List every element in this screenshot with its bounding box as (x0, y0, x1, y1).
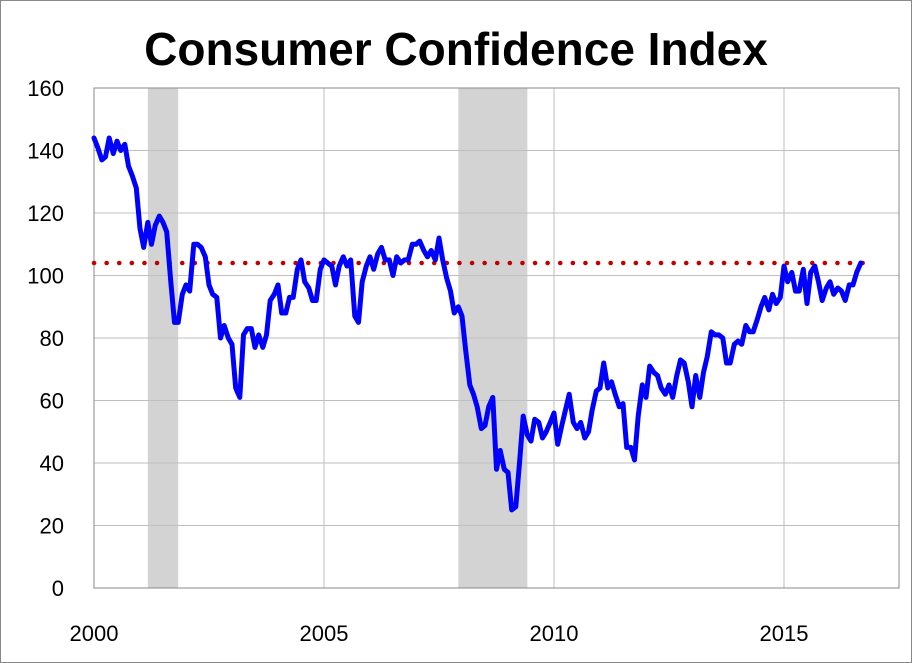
y-tick-label-0: 0 (52, 576, 64, 601)
y-tick-label-120: 120 (27, 201, 64, 226)
y-tick-label-40: 40 (40, 451, 64, 476)
chart-title: Consumer Confidence Index (144, 23, 768, 75)
y-tick-label-20: 20 (40, 514, 64, 539)
series-line-1 (91, 135, 864, 513)
y-tick-label-140: 140 (27, 139, 64, 164)
x-axis-tick-labels: 2000 2005 2010 2015 (70, 621, 809, 646)
series-group (91, 135, 864, 513)
x-tick-label-2010: 2010 (530, 621, 579, 646)
y-axis-tick-labels: 0 20 40 60 80 100 120 140 160 (27, 76, 64, 601)
x-tick-label-2005: 2005 (300, 621, 349, 646)
y-tick-label-160: 160 (27, 76, 64, 101)
y-tick-label-80: 80 (40, 326, 64, 351)
x-tick-label-2015: 2015 (760, 621, 809, 646)
y-tick-label-100: 100 (27, 264, 64, 289)
x-tick-label-2000: 2000 (70, 621, 119, 646)
y-tick-label-60: 60 (40, 389, 64, 414)
plot-area-border (93, 87, 900, 589)
